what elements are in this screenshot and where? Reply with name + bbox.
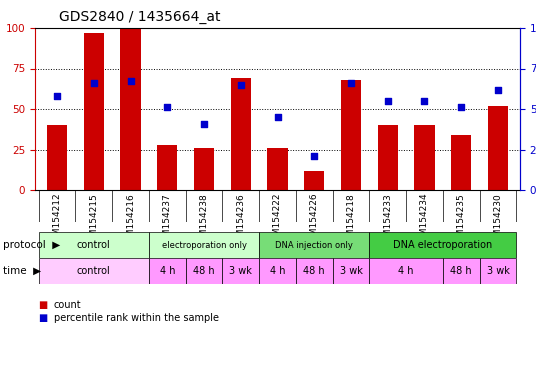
Bar [369, 232, 516, 258]
Text: 3 wk: 3 wk [229, 266, 252, 276]
Bar [121, 28, 140, 190]
Bar [39, 232, 149, 258]
Bar [194, 148, 214, 190]
Point [310, 153, 318, 159]
Text: 48 h: 48 h [303, 266, 325, 276]
Bar [378, 125, 398, 190]
Text: ■: ■ [38, 300, 47, 310]
Point [273, 114, 282, 120]
Point [163, 104, 172, 111]
Text: time  ▶: time ▶ [3, 266, 41, 276]
Text: control: control [77, 266, 110, 276]
Bar [149, 232, 259, 258]
Bar [39, 258, 149, 284]
Text: 48 h: 48 h [450, 266, 472, 276]
Point [53, 93, 61, 99]
Bar [84, 33, 104, 190]
Text: 48 h: 48 h [193, 266, 215, 276]
Bar [267, 148, 288, 190]
Text: count: count [54, 300, 81, 310]
Text: 4 h: 4 h [398, 266, 414, 276]
Point [236, 82, 245, 88]
Point [126, 78, 135, 84]
Point [347, 80, 355, 86]
Text: protocol  ▶: protocol ▶ [3, 240, 60, 250]
Bar [259, 232, 369, 258]
Text: 3 wk: 3 wk [339, 266, 362, 276]
Bar [443, 258, 480, 284]
Bar [414, 125, 435, 190]
Text: DNA injection only: DNA injection only [276, 240, 353, 250]
Point [200, 121, 209, 127]
Bar [185, 258, 222, 284]
Text: 4 h: 4 h [160, 266, 175, 276]
Bar [259, 258, 296, 284]
Bar [157, 145, 177, 190]
Text: 4 h: 4 h [270, 266, 285, 276]
Bar [304, 170, 324, 190]
Bar [47, 125, 67, 190]
Bar [222, 258, 259, 284]
Point [457, 104, 465, 111]
Bar [230, 78, 251, 190]
Text: electroporation only: electroporation only [161, 240, 247, 250]
Bar [341, 80, 361, 190]
Text: ■: ■ [38, 313, 47, 323]
Bar [296, 258, 333, 284]
Bar [149, 258, 185, 284]
Bar [333, 258, 369, 284]
Point [383, 98, 392, 104]
Bar [369, 258, 443, 284]
Text: DNA electroporation: DNA electroporation [393, 240, 493, 250]
Text: 3 wk: 3 wk [487, 266, 509, 276]
Point [494, 86, 502, 93]
Point [420, 98, 429, 104]
Bar [480, 258, 516, 284]
Point [90, 80, 98, 86]
Bar [451, 135, 471, 190]
Bar [488, 106, 508, 190]
Text: control: control [77, 240, 110, 250]
Text: GDS2840 / 1435664_at: GDS2840 / 1435664_at [59, 10, 221, 24]
Text: percentile rank within the sample: percentile rank within the sample [54, 313, 219, 323]
